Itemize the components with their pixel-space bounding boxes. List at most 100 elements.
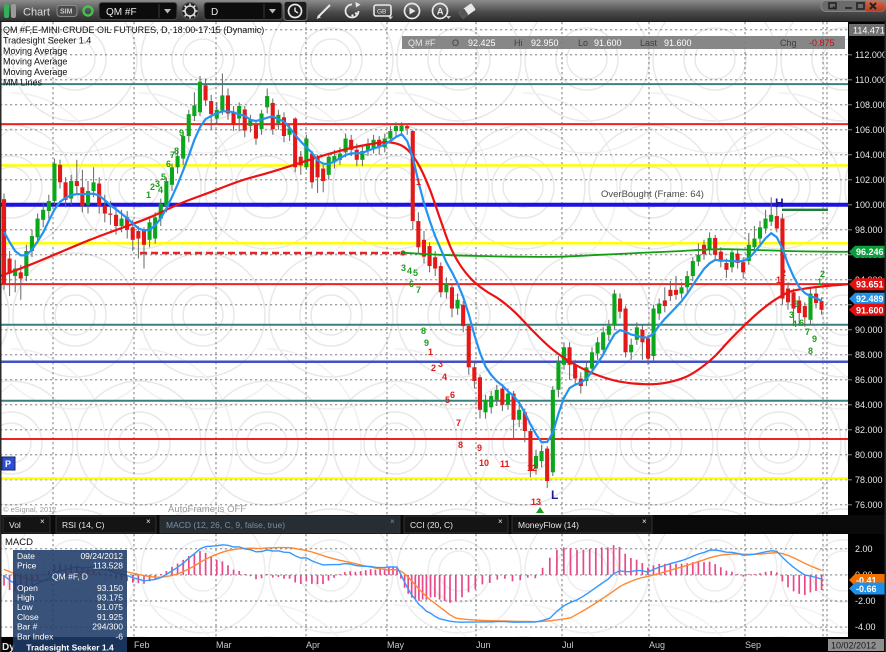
svg-text:2.00: 2.00 <box>855 544 873 554</box>
svg-text:Vol: Vol <box>9 520 21 530</box>
svg-text:Mar: Mar <box>216 640 232 650</box>
svg-text:Low: Low <box>17 602 33 612</box>
svg-text:AutoFrame is OFF: AutoFrame is OFF <box>168 504 246 515</box>
svg-text:88.000: 88.000 <box>855 350 883 360</box>
svg-text:7: 7 <box>456 418 461 428</box>
svg-text:Chart: Chart <box>23 7 50 19</box>
svg-text:102.000: 102.000 <box>855 175 886 185</box>
svg-text:Bar Index: Bar Index <box>17 632 54 642</box>
svg-text:8: 8 <box>421 326 426 336</box>
svg-text:6: 6 <box>799 318 804 328</box>
svg-text:86.000: 86.000 <box>855 375 883 385</box>
svg-text:76.000: 76.000 <box>855 500 883 510</box>
svg-text:4: 4 <box>792 319 797 329</box>
svg-text:Open: Open <box>17 583 38 593</box>
svg-text:×: × <box>498 517 503 526</box>
svg-text:4: 4 <box>407 266 412 276</box>
svg-text:6: 6 <box>409 279 414 289</box>
svg-text:1: 1 <box>817 277 822 287</box>
svg-text:MM Lines: MM Lines <box>3 78 43 88</box>
svg-text:112.000: 112.000 <box>855 50 886 60</box>
svg-text:108.000: 108.000 <box>855 100 886 110</box>
svg-text:H: H <box>775 196 784 210</box>
svg-text:CCI (20, C): CCI (20, C) <box>410 520 453 530</box>
svg-text:5: 5 <box>794 299 799 309</box>
svg-text:Hi: Hi <box>514 38 523 48</box>
svg-text:91.600: 91.600 <box>594 38 622 48</box>
svg-text:7: 7 <box>170 150 175 160</box>
svg-text:84.000: 84.000 <box>855 400 883 410</box>
svg-text:2: 2 <box>150 182 155 192</box>
svg-text:×: × <box>40 517 45 526</box>
svg-text:QM #F, D: QM #F, D <box>52 572 88 582</box>
svg-text:OverBought (Frame: 64): OverBought (Frame: 64) <box>601 189 704 200</box>
svg-text:100.000: 100.000 <box>855 200 886 210</box>
svg-text:3: 3 <box>438 359 443 369</box>
svg-text:QM #F: QM #F <box>408 38 436 48</box>
svg-text:×: × <box>146 517 151 526</box>
svg-text:113.528: 113.528 <box>93 561 123 571</box>
svg-text:Moving Average: Moving Average <box>3 46 67 56</box>
svg-text:QM #F,E-MINI CRUDE OIL FUTURES: QM #F,E-MINI CRUDE OIL FUTURES, D, 18:00… <box>3 25 264 35</box>
svg-text:92.489: 92.489 <box>856 294 884 304</box>
svg-text:GB: GB <box>377 9 386 16</box>
svg-text:Bar #: Bar # <box>17 622 38 632</box>
svg-text:4: 4 <box>442 372 447 382</box>
svg-text:1: 1 <box>416 177 421 187</box>
svg-text:8: 8 <box>808 346 813 356</box>
svg-text:High: High <box>17 593 35 603</box>
svg-text:12: 12 <box>527 463 537 473</box>
svg-text:98.000: 98.000 <box>855 225 883 235</box>
svg-text:-0.875: -0.875 <box>809 38 835 48</box>
svg-text:5: 5 <box>161 172 166 182</box>
svg-text:QM #F: QM #F <box>106 7 137 18</box>
svg-text:92.950: 92.950 <box>531 38 559 48</box>
svg-text:9: 9 <box>424 338 429 348</box>
svg-text:Aug: Aug <box>649 640 665 650</box>
svg-text:13: 13 <box>531 497 541 507</box>
svg-text:D: D <box>211 7 218 18</box>
svg-text:10/02/2012: 10/02/2012 <box>831 641 876 651</box>
svg-text:Jul: Jul <box>562 640 574 650</box>
svg-text:MoneyFlow (14): MoneyFlow (14) <box>518 520 579 530</box>
svg-text:78.000: 78.000 <box>855 475 883 485</box>
svg-text:Date: Date <box>17 551 35 561</box>
svg-text:Moving Average: Moving Average <box>3 57 67 67</box>
svg-text:5: 5 <box>445 395 450 405</box>
svg-text:2: 2 <box>781 268 786 278</box>
svg-text:-6: -6 <box>115 632 123 642</box>
svg-text:91.925: 91.925 <box>97 612 123 622</box>
svg-text:Last: Last <box>640 38 658 48</box>
svg-text:91.075: 91.075 <box>97 602 123 612</box>
svg-text:8: 8 <box>174 146 179 156</box>
svg-text:Close: Close <box>17 612 39 622</box>
svg-text:6: 6 <box>166 159 171 169</box>
svg-text:114.471: 114.471 <box>853 26 885 36</box>
svg-text:104.000: 104.000 <box>855 150 886 160</box>
svg-text:82.000: 82.000 <box>855 425 883 435</box>
svg-text:Chg: Chg <box>780 38 797 48</box>
svg-text:09/24/2012: 09/24/2012 <box>80 551 123 561</box>
svg-text:Dy: Dy <box>2 642 15 652</box>
svg-text:-4.00: -4.00 <box>855 622 876 632</box>
svg-text:×: × <box>642 517 647 526</box>
svg-text:O: O <box>452 38 459 48</box>
svg-text:Tradesight Seeker 1.4: Tradesight Seeker 1.4 <box>26 643 114 652</box>
svg-text:92.425: 92.425 <box>468 38 496 48</box>
svg-text:9: 9 <box>477 443 482 453</box>
svg-text:3: 3 <box>155 179 160 189</box>
svg-text:5: 5 <box>413 268 418 278</box>
svg-text:93.175: 93.175 <box>97 593 123 603</box>
svg-text:MACD (12, 26, C, 9, false, tru: MACD (12, 26, C, 9, false, true) <box>166 520 285 530</box>
svg-text:-0.41: -0.41 <box>856 576 877 586</box>
svg-text:1: 1 <box>428 347 433 357</box>
svg-text:MACD: MACD <box>5 537 33 548</box>
svg-text:Moving Average: Moving Average <box>3 67 67 77</box>
svg-text:91.600: 91.600 <box>664 38 692 48</box>
svg-text:96.246: 96.246 <box>856 247 884 257</box>
svg-text:93.651: 93.651 <box>856 280 884 290</box>
svg-text:SIM: SIM <box>60 9 73 16</box>
svg-text:L: L <box>551 488 558 502</box>
svg-text:106.000: 106.000 <box>855 125 886 135</box>
svg-text:Apr: Apr <box>306 640 320 650</box>
